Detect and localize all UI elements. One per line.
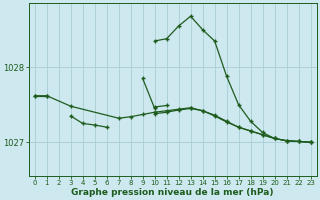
X-axis label: Graphe pression niveau de la mer (hPa): Graphe pression niveau de la mer (hPa) <box>71 188 274 197</box>
